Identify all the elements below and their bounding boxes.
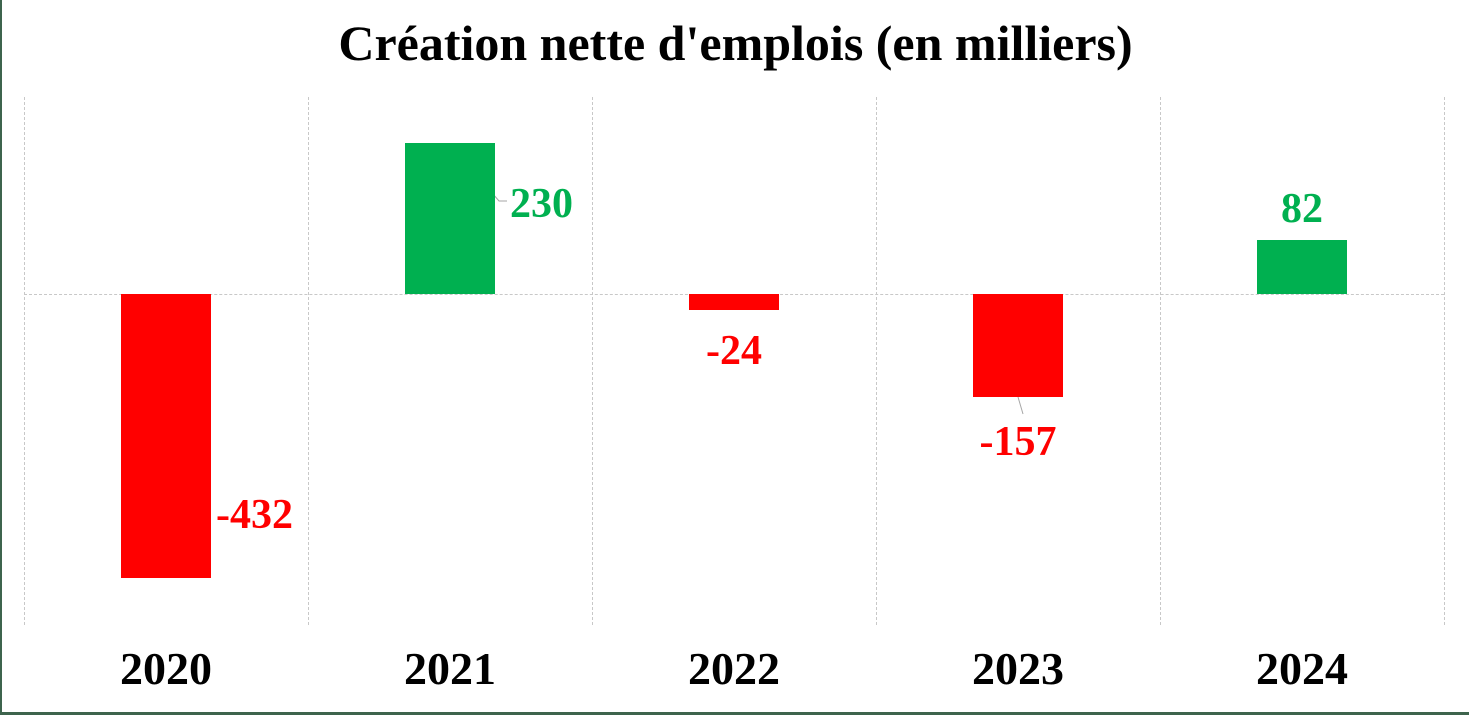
bar-2022[interactable] [689, 294, 779, 310]
data-label-2020: -432 [216, 492, 293, 538]
vertical-gridline [308, 97, 309, 625]
x-axis-label-2020: 2020 [120, 643, 212, 694]
vertical-gridline [24, 97, 25, 625]
bar-2020[interactable] [121, 294, 211, 578]
chart-title: Création nette d'emplois (en milliers) [338, 15, 1133, 71]
x-axis-label-2022: 2022 [688, 643, 780, 694]
data-label-2022: -24 [706, 328, 762, 374]
data-label-2021: 230 [510, 181, 573, 227]
leader-line-2023 [1017, 396, 1024, 415]
bar-2024[interactable] [1257, 240, 1347, 294]
x-axis: 2020 2021 2022 2023 2024 [24, 646, 1444, 702]
plot-area: -432 230 -24 -157 82 [24, 97, 1445, 625]
vertical-gridline [1444, 97, 1445, 625]
x-axis-label-2021: 2021 [404, 643, 496, 694]
x-axis-label-2023: 2023 [972, 643, 1064, 694]
bar-2023[interactable] [973, 294, 1063, 397]
vertical-gridline [1160, 97, 1161, 625]
vertical-gridline [592, 97, 593, 625]
bar-2021[interactable] [405, 143, 495, 294]
x-axis-label-2024: 2024 [1256, 643, 1348, 694]
data-label-2023: -157 [979, 419, 1057, 465]
vertical-gridline [876, 97, 877, 625]
data-label-2024: 82 [1281, 186, 1323, 232]
